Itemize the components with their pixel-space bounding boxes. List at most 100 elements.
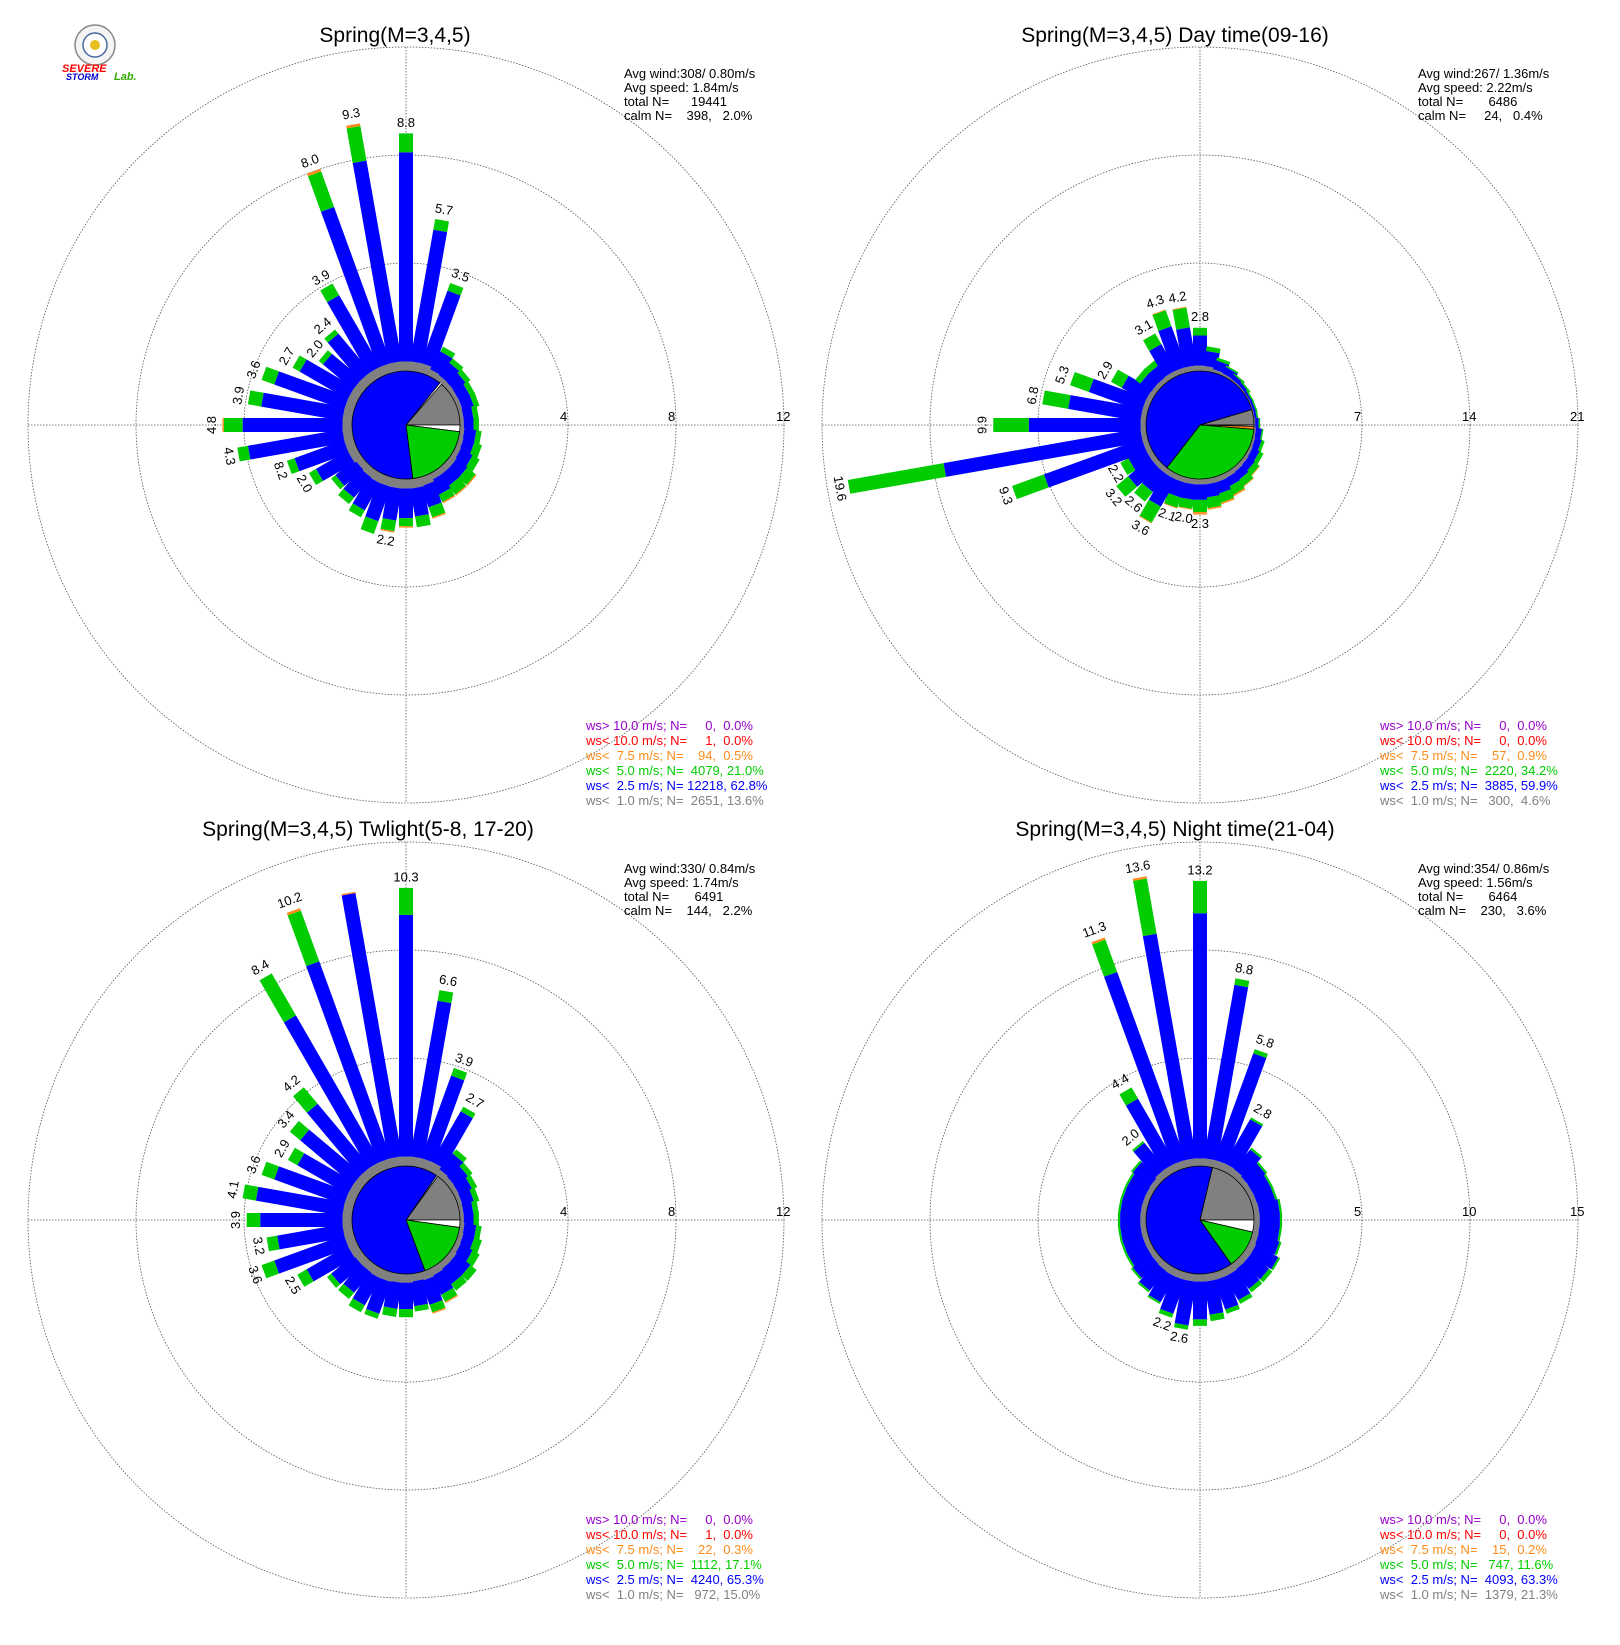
- direction-bar-10: [408, 990, 454, 1169]
- legend-entry: ws< 10.0 m/s; N= 0, 0.0%: [1379, 1527, 1547, 1542]
- bar-segment-lt5: [465, 1174, 478, 1190]
- ring-label: 8: [668, 409, 675, 424]
- panel-title: Spring(M=3,4,5): [319, 24, 470, 47]
- bar-value-label: 2.3: [1191, 516, 1209, 531]
- bar-segment-lt5: [1227, 480, 1245, 496]
- bar-segment-lt5: [1117, 1213, 1121, 1227]
- bar-segment-lt5: [463, 381, 475, 396]
- bar-value-label: 3.9: [309, 266, 332, 288]
- bar-value-label: 3.6: [243, 358, 263, 380]
- bar-segment-lt5: [1216, 357, 1231, 366]
- direction-bar-340: [1152, 309, 1189, 377]
- direction-bar-270: [222, 418, 352, 432]
- stat-line: calm N= 144, 2.2%: [624, 903, 753, 918]
- bar-segment-lt2-5: [1128, 448, 1153, 471]
- legend-entry: ws> 10.0 m/s; N= 0, 0.0%: [1379, 718, 1547, 733]
- bar-segment-lt5: [1253, 1049, 1268, 1058]
- direction-bar-90: [459, 418, 479, 432]
- bar-segment-lt2-5: [260, 1213, 343, 1227]
- bar-segment-lt5: [1125, 1172, 1135, 1187]
- bar-segment-lt7-5: [1242, 477, 1254, 488]
- bar-segment-lt7-5: [1132, 876, 1147, 881]
- bar-segment-lt1: [1193, 365, 1207, 371]
- bar-value-label: 13.6: [1124, 857, 1152, 876]
- logo-text-storm: STORM: [66, 72, 99, 82]
- bar-segment-lt1: [1193, 479, 1207, 485]
- bar-value-label: 9.3: [996, 485, 1016, 507]
- pie-slice-ws-2-5: [1145, 1165, 1232, 1275]
- bar-segment-lt7-5: [286, 908, 301, 916]
- legend-entry: ws< 10.0 m/s; N= 1, 0.0%: [585, 1527, 753, 1542]
- direction-bar-80: [457, 405, 480, 423]
- bar-segment-lt5: [993, 418, 1029, 432]
- bar-segment-lt2-5: [461, 1201, 474, 1217]
- bar-segment-lt2-5: [1247, 1175, 1271, 1197]
- ring-label: 14: [1462, 409, 1476, 424]
- bar-segment-lt5: [399, 133, 413, 153]
- bar-segment-lt5: [1130, 1267, 1142, 1280]
- ring-12: [27, 46, 785, 804]
- bar-segment-lt2-5: [430, 1269, 454, 1295]
- bar-segment-lt5: [292, 355, 307, 372]
- bar-segment-lt5: [441, 1287, 458, 1302]
- bar-segment-lt5: [449, 358, 464, 372]
- bar-segment-lt1: [388, 1156, 404, 1169]
- logo-text-severe: SEVERE: [62, 63, 107, 75]
- legend-entry: ws< 1.0 m/s; N= 1379, 21.3%: [1379, 1587, 1558, 1602]
- bar-segment-lt2-5: [1028, 418, 1141, 432]
- bar-segment-lt5: [437, 990, 454, 1004]
- legend-entry: ws< 7.5 m/s; N= 94, 0.5%: [585, 748, 753, 763]
- bar-value-label: 6.8: [1024, 385, 1042, 405]
- bar-segment-lt2-5: [463, 418, 474, 432]
- bar-segment-lt2-5: [1203, 984, 1249, 1161]
- bar-segment-lt5: [447, 283, 464, 296]
- bar-segment-lt2-5: [274, 1166, 349, 1205]
- bar-segment-lt5: [440, 346, 456, 359]
- bar-segment-lt5: [1158, 1308, 1174, 1318]
- bar-segment-lt5: [1178, 497, 1194, 510]
- bar-segment-lt7-5: [1232, 488, 1246, 497]
- bar-segment-lt5: [1012, 474, 1049, 500]
- bar-value-label: 9.9: [975, 416, 990, 434]
- bar-segment-lt5: [308, 468, 323, 486]
- bar-segment-lt2-5: [399, 488, 413, 519]
- bar-value-label: 2.1: [1156, 504, 1178, 524]
- bar-segment-lt5: [847, 463, 946, 494]
- bar-segment-lt5: [1217, 489, 1235, 503]
- bar-segment-lt5: [308, 171, 335, 212]
- bar-segment-lt5: [259, 973, 296, 1023]
- direction-bar-150: [426, 468, 456, 504]
- bar-segment-lt5: [1248, 1280, 1263, 1293]
- bar-value-label: 8.8: [1234, 960, 1254, 978]
- bar-segment-lt5: [471, 1200, 480, 1216]
- bar-segment-lt2-5: [420, 481, 442, 508]
- bar-segment-lt7-5: [307, 168, 322, 177]
- bar-value-label: 9.3: [341, 105, 361, 123]
- bar-segment-lt2-5: [1043, 438, 1147, 488]
- bar-segment-lt7-5: [432, 512, 446, 519]
- bar-segment-lt5: [1250, 1117, 1264, 1127]
- bar-value-label: 2.7: [276, 344, 298, 367]
- bar-segment-lt5: [286, 458, 300, 475]
- bar-value-label: 2.8: [1251, 1100, 1274, 1122]
- bar-segment-lt5: [320, 283, 340, 303]
- stat-line: Avg wind:354/ 0.86m/s: [1418, 861, 1550, 876]
- bar-segment-lt2-5: [255, 1186, 345, 1216]
- bar-value-label: 4.8: [204, 416, 219, 434]
- bar-segment-lt2-5: [277, 1224, 345, 1250]
- legend-entry: ws< 2.5 m/s; N= 3885, 59.9%: [1379, 778, 1558, 793]
- bar-segment-lt5: [324, 329, 339, 343]
- wind-rose-panel-3: 4 8 1210.36.63.92.72.53.63.23.94.13.62.93.…: [27, 818, 790, 1602]
- bar-segment-lt7-5: [1250, 465, 1261, 477]
- bar-segment-lt7-5: [1163, 503, 1178, 509]
- bar-value-label: 3.1: [1132, 316, 1155, 338]
- bar-segment-lt5: [473, 1213, 479, 1227]
- bar-value-label: 2.6: [1169, 1328, 1189, 1346]
- bar-segment-lt2-5: [410, 229, 448, 364]
- legend-entry: ws< 5.0 m/s; N= 2220, 34.2%: [1379, 763, 1558, 778]
- stat-line: total N= 6464: [1418, 889, 1517, 904]
- legend-entry: ws< 10.0 m/s; N= 1, 0.0%: [585, 733, 753, 748]
- bar-segment-lt2-5: [1224, 1269, 1251, 1301]
- bar-segment-lt2-5: [322, 353, 362, 390]
- direction-bar-0: [399, 133, 413, 371]
